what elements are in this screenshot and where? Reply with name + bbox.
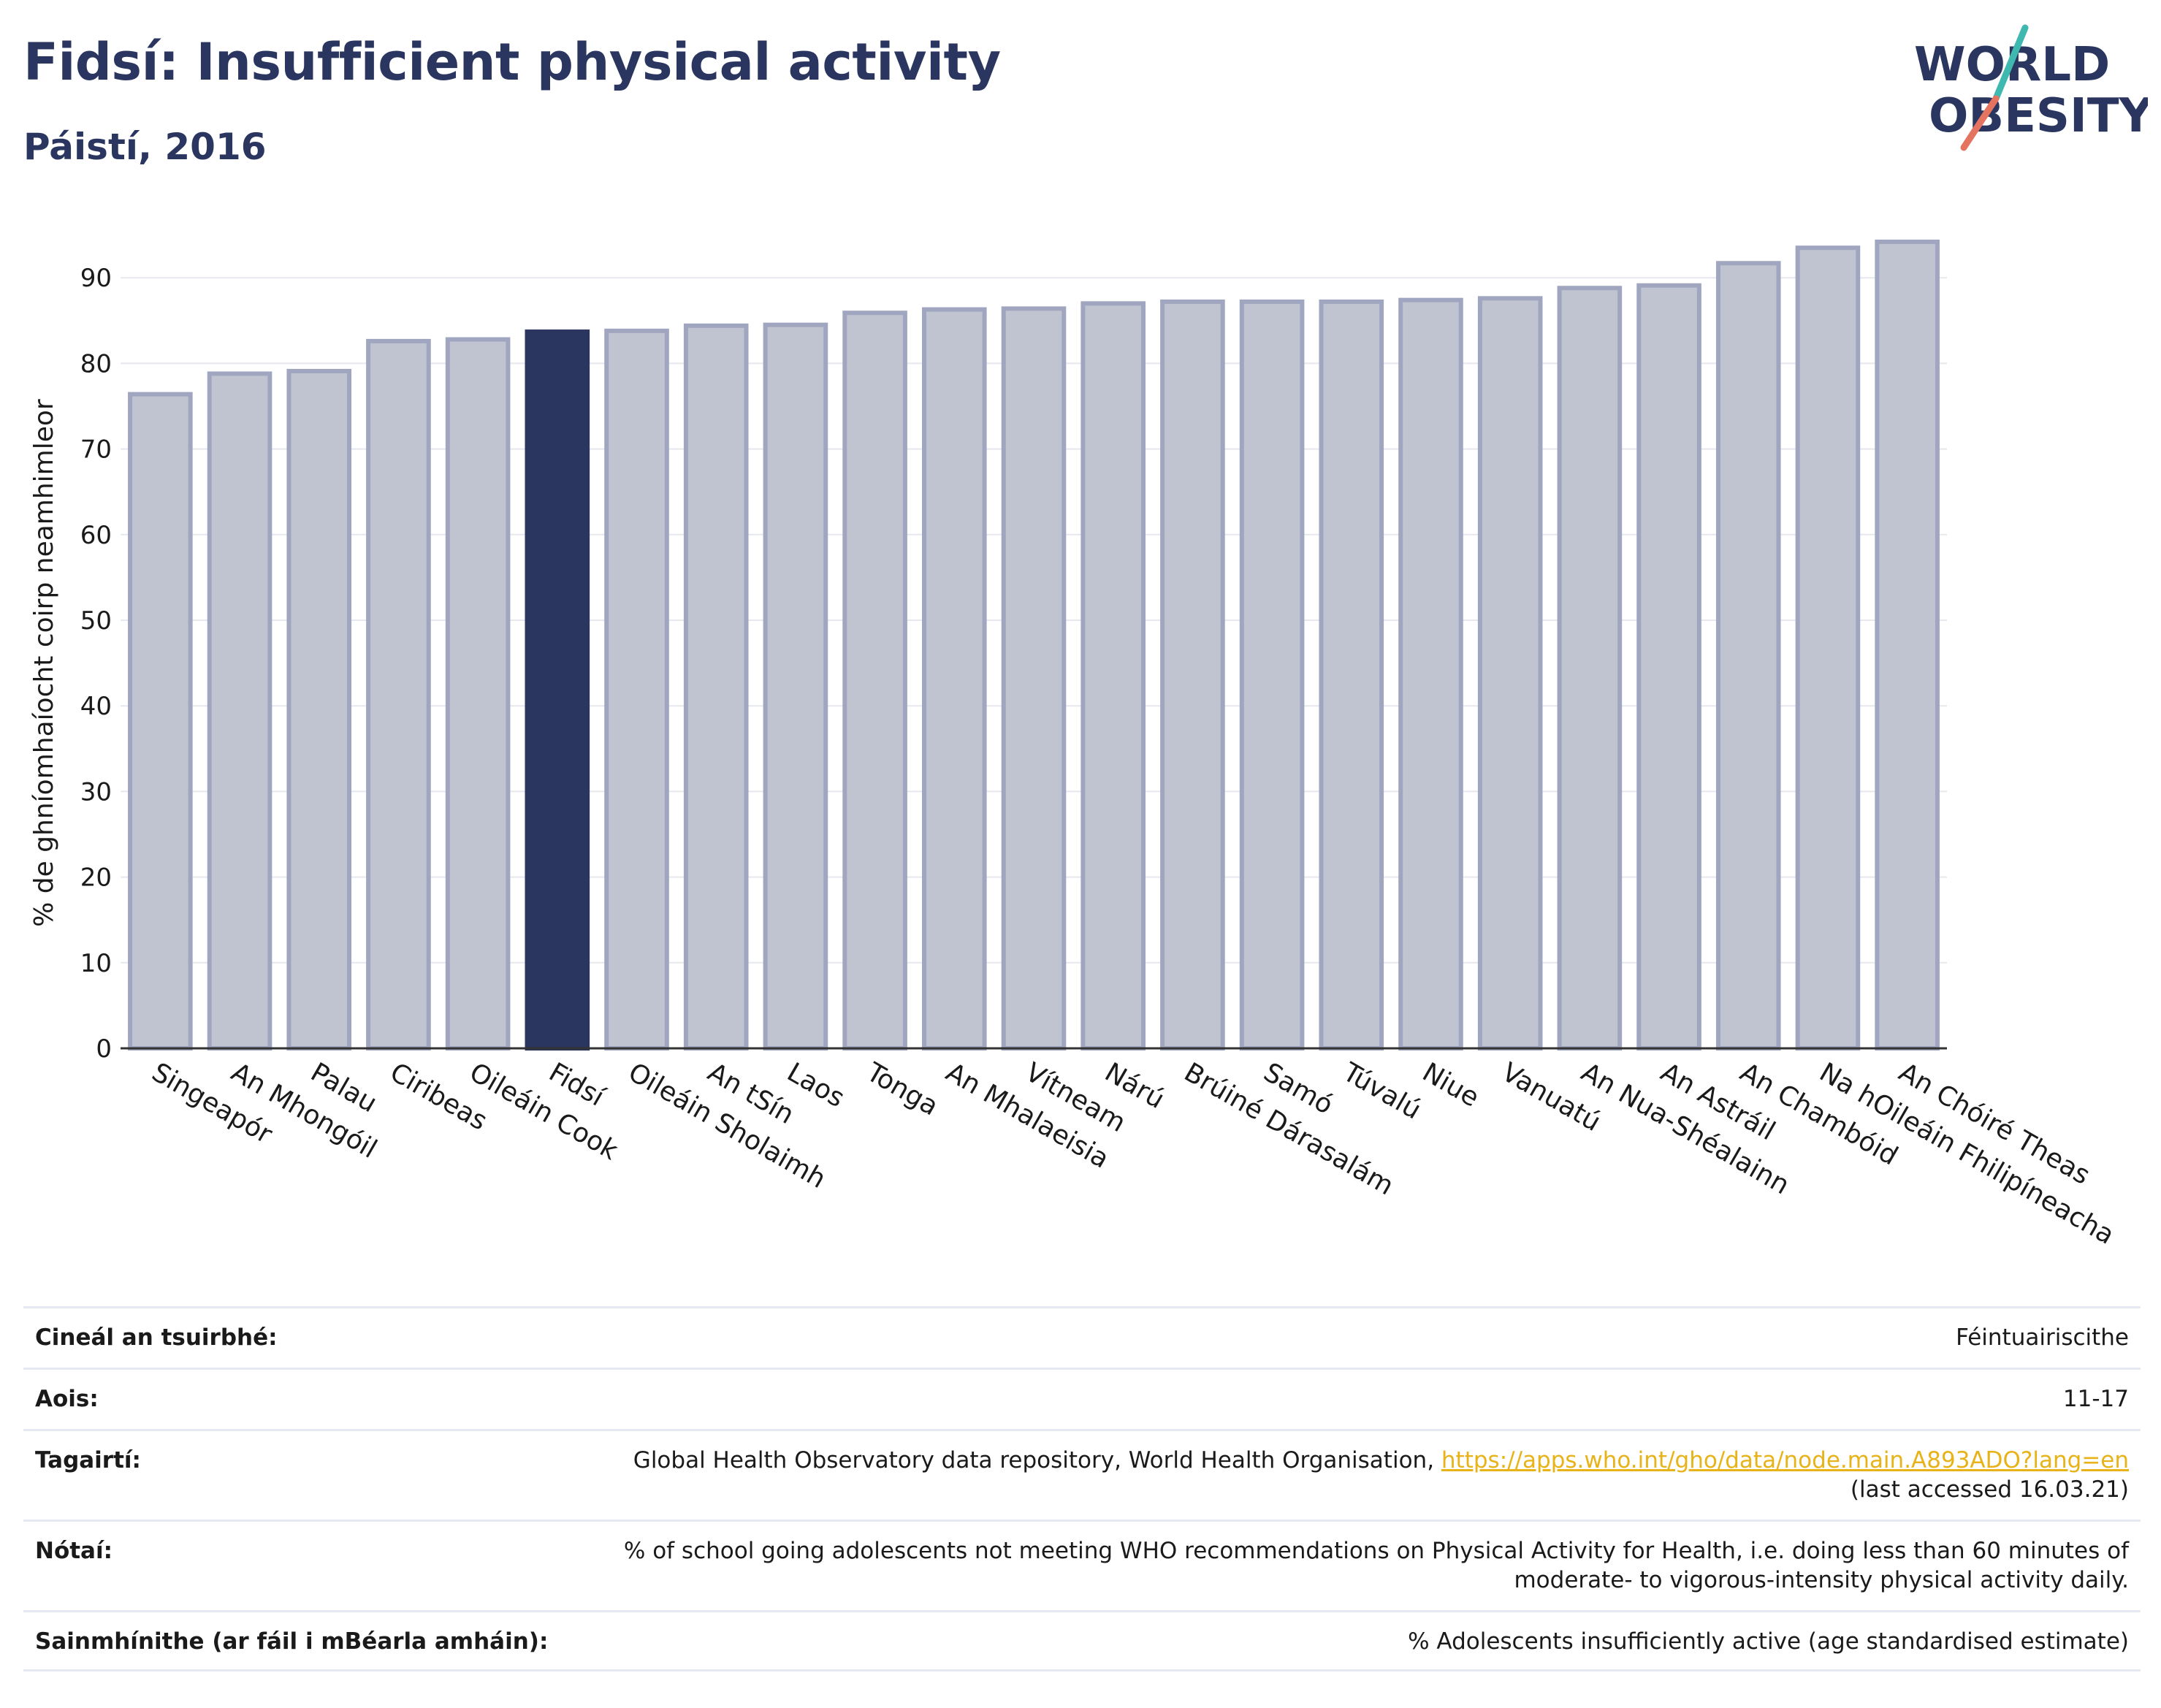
- references-link[interactable]: https://apps.who.int/gho/data/node.main.…: [1441, 1447, 2129, 1473]
- bar: [1398, 297, 1463, 1051]
- y-axis-label: % de ghníomhaíocht coirp neamhimleor: [29, 399, 59, 927]
- definitions-value: % Adolescents insufficiently active (age…: [1408, 1628, 2129, 1655]
- bar: [525, 329, 590, 1051]
- bar: [683, 323, 749, 1051]
- bar: [842, 310, 907, 1051]
- references-accessed: (last accessed 16.03.21): [1850, 1476, 2129, 1503]
- info-table: Cineál an tsuirbhé: Féintuairiscithe Aoi…: [23, 1306, 2141, 1671]
- references-value: Global Health Observatory data repositor…: [633, 1446, 2129, 1504]
- y-tick-label: 40: [80, 692, 112, 721]
- bar: [1795, 245, 1861, 1051]
- y-tick-label: 0: [96, 1034, 112, 1064]
- survey-type-value: Féintuairiscithe: [1956, 1324, 2129, 1351]
- references-text: Global Health Observatory data repositor…: [633, 1447, 1435, 1473]
- references-label: Tagairtí:: [35, 1447, 141, 1473]
- notes-label: Nótaí:: [35, 1538, 113, 1564]
- info-row-definitions: Sainmhínithe (ar fáil i mBéarla amháin):…: [23, 1610, 2141, 1671]
- y-tick-labels: 0 10 20 30 40 50 60 70 80 90: [80, 264, 112, 1064]
- y-tick-label: 30: [80, 777, 112, 807]
- y-tick-label: 80: [80, 349, 112, 378]
- bar: [1477, 296, 1543, 1051]
- bar: [1239, 300, 1305, 1051]
- world-obesity-logo: WORLD OBESITY: [1914, 24, 2148, 151]
- survey-type-label: Cineál an tsuirbhé:: [35, 1324, 278, 1351]
- y-tick-label: 90: [80, 264, 112, 293]
- notes-value: % of school going adolescents not meetin…: [624, 1536, 2129, 1595]
- bar: [922, 307, 987, 1051]
- info-row-age: Aois: 11-17: [23, 1368, 2141, 1429]
- bar: [1875, 239, 1940, 1051]
- logo-obesity-text: OBESITY: [1929, 89, 2148, 143]
- info-row-notes: Nótaí: % of school going adolescents not…: [23, 1520, 2141, 1610]
- notes-line-1: % of school going adolescents not meetin…: [623, 1538, 2129, 1564]
- bar: [1319, 300, 1384, 1051]
- bar: [366, 338, 431, 1051]
- bar: [1160, 300, 1225, 1051]
- bar: [604, 328, 669, 1051]
- bar: [1715, 261, 1781, 1051]
- y-tick-label: 50: [80, 606, 112, 636]
- notes-line-2: moderate- to vigorous-intensity physical…: [1514, 1567, 2129, 1593]
- bar: [1080, 301, 1146, 1051]
- y-tick-label: 60: [80, 521, 112, 550]
- bar: [1001, 306, 1067, 1051]
- info-row-survey-type: Cineál an tsuirbhé: Féintuairiscithe: [23, 1306, 2141, 1368]
- page-title: Fidsí: Insufficient physical activity: [23, 32, 1001, 92]
- x-tick-label: Túvalú: [1337, 1057, 1425, 1126]
- y-tick-label: 10: [80, 949, 112, 978]
- bar: [207, 371, 272, 1051]
- bar: [763, 322, 828, 1051]
- age-value: 11-17: [2062, 1386, 2129, 1412]
- y-tick-label: 20: [80, 863, 112, 893]
- bar: [286, 368, 352, 1051]
- definitions-label: Sainmhínithe (ar fáil i mBéarla amháin):: [35, 1628, 549, 1655]
- age-label: Aois:: [35, 1386, 99, 1412]
- bar: [445, 337, 511, 1051]
- bars: [128, 239, 1940, 1051]
- logo-slash-coral: [1960, 95, 2000, 151]
- bar: [1557, 286, 1623, 1051]
- page-subtitle: Páistí, 2016: [23, 126, 267, 168]
- y-tick-label: 70: [80, 435, 112, 465]
- x-tick-label: Niue: [1417, 1057, 1484, 1113]
- logo-slash-teal: [1992, 24, 2029, 102]
- bar: [1636, 283, 1701, 1051]
- x-tick-label: Tonga: [861, 1057, 943, 1122]
- bar: [128, 392, 193, 1051]
- info-row-references: Tagairtí: Global Health Observatory data…: [23, 1429, 2141, 1520]
